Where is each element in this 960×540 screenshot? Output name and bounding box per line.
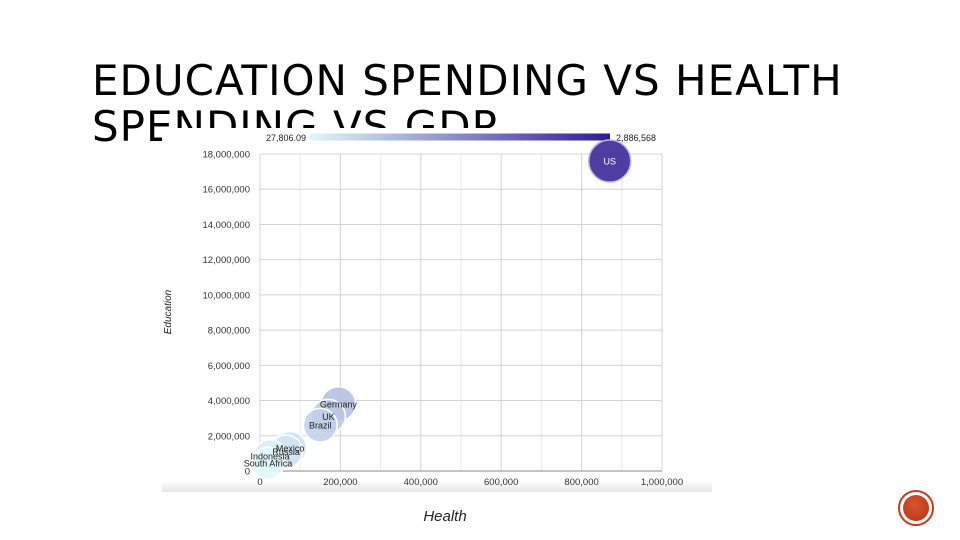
y-axis-tick-label: 6,000,000: [208, 361, 250, 372]
y-axis-tick-label: 2,000,000: [208, 431, 250, 442]
y-axis-tick-label: 0: [245, 467, 250, 478]
bubble-chart: 27,806.09 2,886,568 0 2,000,000 4,000,000 6…: [163, 133, 683, 488]
y-axis-tick-label: 18,000,000: [202, 150, 250, 161]
chart-bottom-fade: [162, 480, 712, 492]
x-axis-tick-label: 400,000: [404, 477, 438, 488]
x-axis-tick-label: 800,000: [564, 477, 598, 488]
x-axis-title: Health: [423, 508, 467, 525]
bubble-label: Brazil: [309, 421, 332, 431]
x-axis-tick-label: 600,000: [484, 477, 518, 488]
x-axis-tick-label: 200,000: [323, 477, 357, 488]
y-axis-tick-label: 14,000,000: [202, 220, 250, 231]
y-axis-tick-label: 12,000,000: [202, 255, 250, 266]
color-scale-legend: 27,806.09 2,886,568: [266, 133, 656, 143]
x-axis-tick-labels: 0 200,000 400,000 600,000 800,000 1,000,000: [257, 477, 683, 488]
y-axis-title: Education: [163, 289, 174, 334]
x-axis-tick-label: 0: [257, 477, 262, 488]
bubble-label: US: [603, 157, 616, 167]
bubble-label: Russia: [272, 447, 300, 457]
bubble-label: Indonesia: [251, 452, 290, 462]
slide-badge-icon: [898, 490, 934, 526]
chart-panel: [162, 128, 712, 492]
y-axis-tick-label: 8,000,000: [208, 326, 250, 337]
y-axis-tick-label: 16,000,000: [202, 185, 250, 196]
x-axis-tick-label: 1,000,000: [641, 477, 683, 488]
color-scale-bar: [310, 133, 610, 141]
slide-badge-inner: [903, 495, 929, 521]
bubble-series: [251, 139, 632, 480]
y-axis-tick-label: 10,000,000: [202, 290, 250, 301]
bubble-point[interactable]: [587, 139, 632, 183]
bubble-label: Germany: [320, 400, 358, 410]
bubble-label: UK: [322, 412, 335, 422]
bubble-point[interactable]: [302, 407, 338, 443]
y-axis-tick-labels: 0 2,000,000 4,000,000 6,000,000 8,000,000 10,…: [202, 150, 250, 478]
bubble-label: South Africa: [244, 459, 293, 469]
bubble-label: Mexico: [276, 444, 305, 454]
y-axis-tick-label: 4,000,000: [208, 396, 250, 407]
color-scale-min-label: 27,806.09: [266, 133, 306, 143]
color-scale-max-label: 2,886,568: [616, 133, 656, 143]
bubble-point[interactable]: [251, 446, 285, 480]
